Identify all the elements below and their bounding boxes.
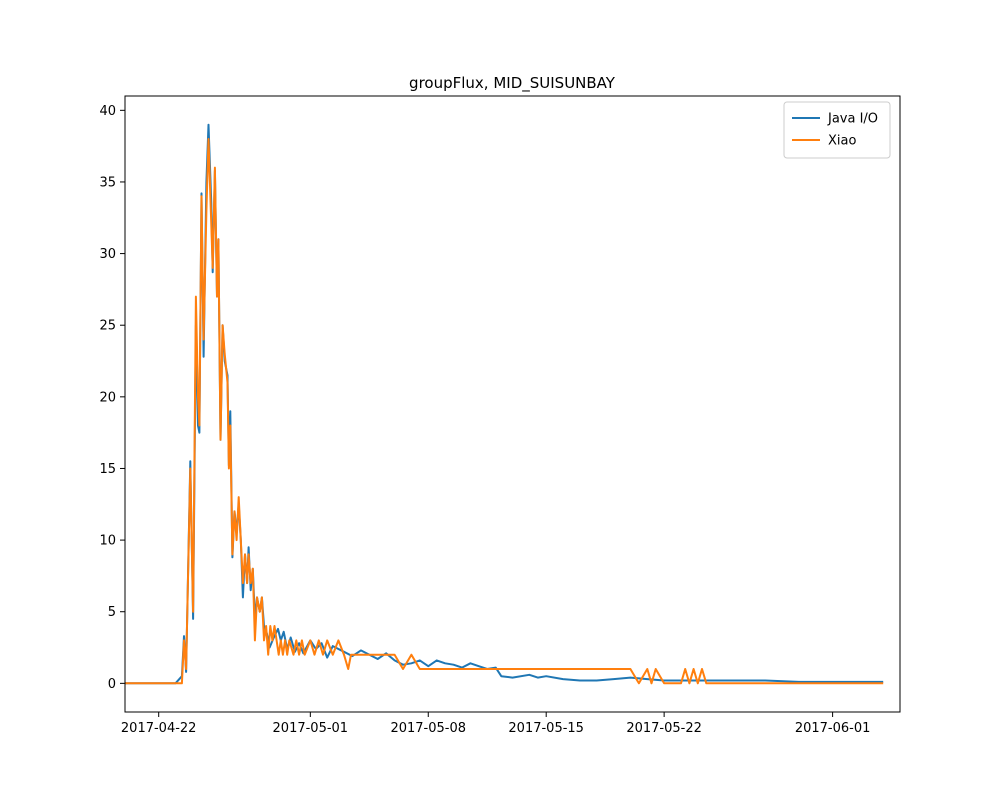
y-tick-label: 30 [99, 247, 116, 262]
plot-area: 2017-04-22 2017-05-01 2017-05-08 2017-05-15… [99, 95, 901, 736]
y-tick-label: 0 [108, 677, 116, 692]
x-tick-label: 2017-05-15 [508, 721, 584, 736]
y-tick-label: 10 [99, 534, 116, 549]
x-tick-label: 2017-06-01 [795, 721, 871, 736]
legend-box [783, 101, 891, 159]
y-tick-label: 15 [99, 462, 116, 477]
y-tick-label: 40 [99, 104, 116, 119]
x-tick-label: 2017-05-22 [626, 721, 702, 736]
y-axis: 0 5 10 15 20 25 30 35 40 [99, 104, 125, 692]
chart-title: groupFlux, MID_SUISUNBAY [409, 74, 616, 93]
x-tick-label: 2017-05-01 [273, 721, 349, 736]
y-tick-label: 5 [108, 605, 116, 620]
series-line-xiao [125, 138, 884, 685]
x-axis: 2017-04-22 2017-05-01 2017-05-08 2017-05-15… [121, 712, 870, 736]
x-tick-label: 2017-04-22 [121, 721, 197, 736]
y-tick-label: 35 [99, 175, 116, 190]
y-tick-label: 20 [99, 390, 116, 405]
legend-label: Xiao [828, 134, 856, 149]
legend: Java I/O Xiao [783, 101, 891, 159]
axes-frame [124, 95, 901, 713]
y-tick-label: 25 [99, 319, 116, 334]
x-tick-label: 2017-05-08 [390, 721, 466, 736]
legend-label: Java I/O [827, 112, 878, 127]
series-layer [125, 123, 884, 685]
